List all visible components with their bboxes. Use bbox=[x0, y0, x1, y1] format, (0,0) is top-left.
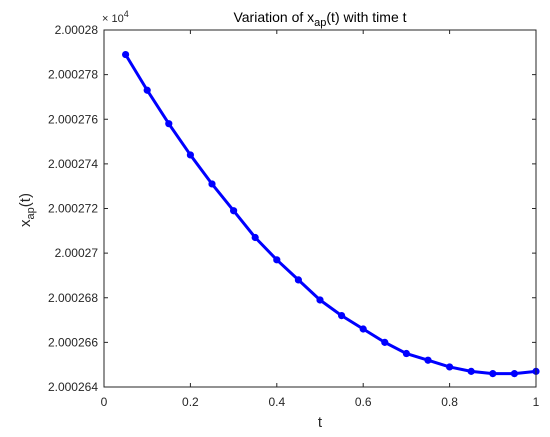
y-tick-label: 2.000276 bbox=[48, 112, 98, 126]
y-exponent-power: 4 bbox=[124, 9, 129, 19]
data-point bbox=[165, 120, 173, 128]
y-tick-label: 2.000268 bbox=[48, 291, 98, 305]
y-exponent-base: × 10 bbox=[102, 13, 124, 25]
series-line bbox=[124, 53, 537, 376]
data-point bbox=[338, 312, 346, 320]
y-exponent-label: × 104 bbox=[102, 9, 129, 25]
data-point bbox=[424, 356, 432, 364]
data-point bbox=[489, 370, 497, 378]
data-point bbox=[186, 151, 194, 159]
series-layer bbox=[122, 50, 540, 378]
data-point bbox=[122, 50, 130, 59]
x-axis-label: t bbox=[318, 414, 323, 431]
y-axis-label: xap(t) bbox=[17, 193, 37, 227]
plot-area bbox=[104, 30, 536, 387]
y-tick-label: 2.00027 bbox=[55, 246, 99, 260]
y-tick-label: 2.000272 bbox=[48, 202, 98, 216]
x-tick-label: 0 bbox=[101, 395, 108, 409]
x-tick-label: 1 bbox=[533, 395, 540, 409]
data-point bbox=[251, 233, 259, 242]
x-tick-label: 0.4 bbox=[268, 395, 285, 409]
y-tick-label: 2.000274 bbox=[48, 157, 98, 171]
data-point bbox=[230, 207, 238, 215]
y-tick-label: 2.000264 bbox=[48, 380, 98, 394]
chart-title-subscript: ap bbox=[314, 17, 326, 29]
y-axis-label-subscript: ap bbox=[25, 207, 37, 219]
chart-title-rest: (t) with time t bbox=[326, 9, 406, 25]
data-point bbox=[467, 367, 475, 375]
data-point bbox=[294, 276, 302, 284]
y-axis-label-main: x bbox=[17, 219, 34, 227]
data-point bbox=[381, 338, 389, 346]
y-tick-label: 2.000278 bbox=[48, 68, 98, 82]
data-point bbox=[402, 349, 410, 358]
data-point bbox=[143, 86, 151, 94]
data-point bbox=[316, 296, 324, 304]
data-point bbox=[446, 363, 454, 371]
data-point bbox=[273, 256, 281, 264]
x-axis-ticks: 0 0.2 0.4 0.6 0.8 1 bbox=[101, 30, 540, 409]
x-tick-label: 0.8 bbox=[441, 395, 458, 409]
y-tick-label: 2.000266 bbox=[48, 335, 98, 349]
y-axis-label-rest: (t) bbox=[17, 193, 34, 207]
data-point bbox=[359, 325, 367, 333]
chart-title-main: Variation of x bbox=[233, 9, 314, 25]
plot-frame bbox=[103, 29, 537, 388]
chart-title: Variation of xap(t) with time t bbox=[233, 9, 406, 29]
data-point bbox=[208, 180, 216, 188]
y-tick-label: 2.00028 bbox=[55, 23, 99, 37]
x-tick-label: 0.6 bbox=[355, 395, 372, 409]
x-tick-label: 0.2 bbox=[182, 395, 199, 409]
data-point bbox=[510, 370, 518, 378]
